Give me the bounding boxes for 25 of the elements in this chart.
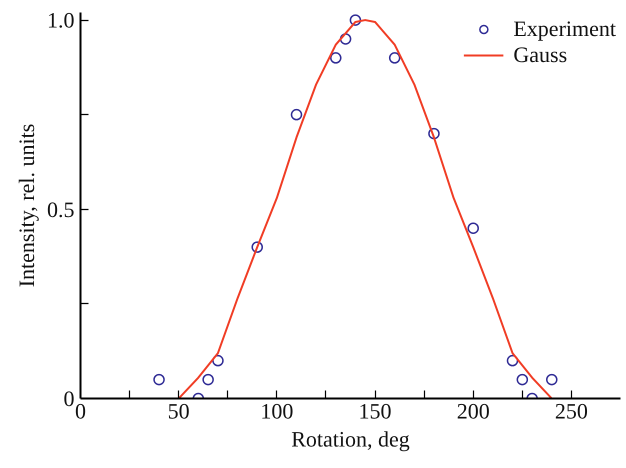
y-tick-label: 1.0 — [47, 8, 74, 33]
point — [350, 14, 362, 26]
x-tick-label: 100 — [260, 398, 294, 424]
x-tick-label: 250 — [554, 398, 588, 424]
point — [340, 33, 352, 45]
legend-label: Experiment — [513, 16, 616, 42]
point — [212, 354, 224, 366]
point — [467, 222, 479, 234]
point — [153, 374, 165, 386]
point — [388, 52, 400, 64]
point — [202, 374, 214, 386]
legend-label: Gauss — [513, 42, 568, 68]
point — [546, 374, 558, 386]
point — [290, 108, 302, 120]
x-tick-label: 50 — [168, 398, 190, 424]
point — [330, 52, 342, 64]
point — [516, 374, 528, 386]
point — [251, 241, 263, 253]
point — [428, 128, 440, 140]
y-axis-title: Intensity, rel. units — [14, 124, 39, 288]
point — [506, 354, 518, 366]
x-tick-label: 150 — [358, 398, 392, 424]
y-tick-label: 0.5 — [47, 196, 74, 222]
x-tick-label: 200 — [456, 398, 490, 424]
x-axis-title: Rotation, deg — [291, 426, 410, 452]
